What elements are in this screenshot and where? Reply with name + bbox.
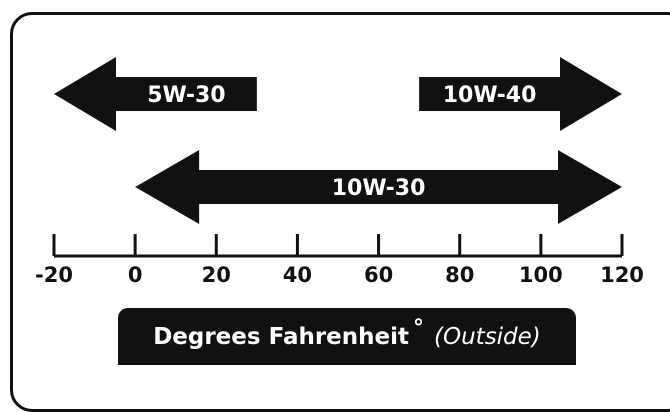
range-arrows: 5W-30 10W-40 10W-30 xyxy=(54,57,622,224)
tick-label: 120 xyxy=(600,263,644,287)
range-arrow-5w-30 xyxy=(54,57,257,131)
tick-label: 0 xyxy=(128,263,143,287)
tick-label: 80 xyxy=(445,263,474,287)
range-label-10w-30: 10W-30 xyxy=(332,176,426,201)
tick-label: 100 xyxy=(519,263,563,287)
range-label-5w-30: 5W-30 xyxy=(147,83,225,108)
axis-caption: Degrees Fahrenheit ° (Outside) xyxy=(118,308,576,365)
tick-label: -20 xyxy=(35,263,73,287)
oil-viscosity-chart: 5W-30 10W-40 10W-30 -20 0 20 40 60 80 100 120 xyxy=(35,57,644,287)
axis-ticks: -20 0 20 40 60 80 100 120 xyxy=(35,234,644,287)
range-arrow-10w-40 xyxy=(419,57,622,131)
range-arrow-10w-30 xyxy=(135,150,622,224)
range-label-10w-40: 10W-40 xyxy=(443,83,537,108)
tick-label: 40 xyxy=(283,263,312,287)
tick-label: 60 xyxy=(364,263,393,287)
caption-sub: (Outside) xyxy=(434,323,541,350)
degree-symbol: ° xyxy=(413,316,425,341)
tick-label: 20 xyxy=(202,263,231,287)
caption-main: Degrees Fahrenheit xyxy=(153,323,410,350)
